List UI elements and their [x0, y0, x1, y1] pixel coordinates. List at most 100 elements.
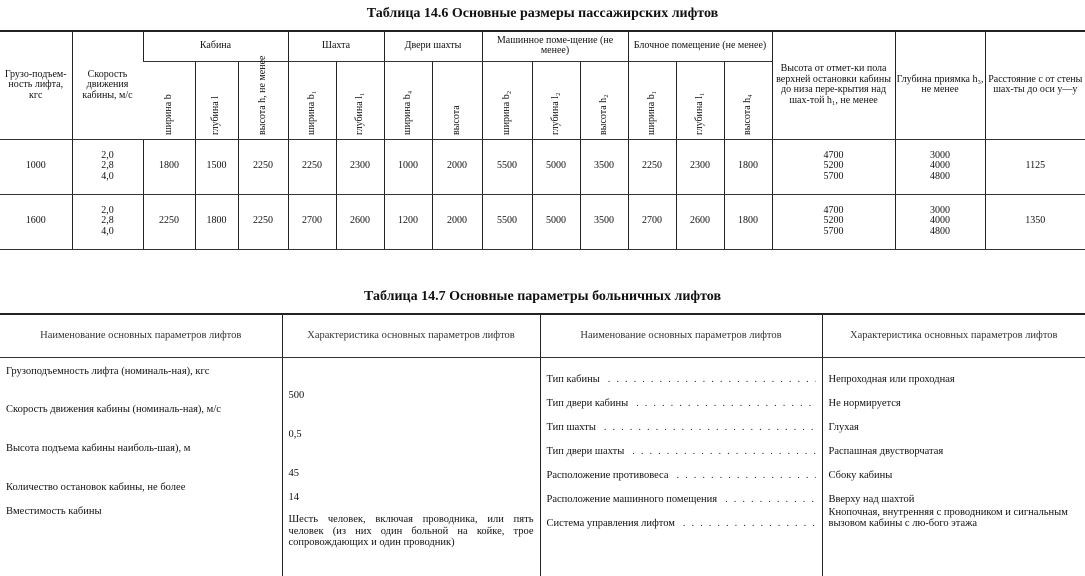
subheader: высота h₄ — [723, 61, 773, 140]
header-shaft: Шахта — [287, 30, 384, 62]
subheader: высота — [431, 61, 483, 140]
cell-value: 1800 — [194, 194, 238, 250]
param-value: Кнопочная, внутренняя с проводником и си… — [828, 506, 1068, 530]
param-name-text: Расположение машинного помещения — [546, 494, 718, 506]
param-name-text: Тип шахты — [546, 422, 596, 434]
header-param-name-right: Наименование основных параметров лифтов — [539, 313, 822, 358]
cell-value: 2250 — [142, 194, 195, 250]
table-14-7-title: Таблица 14.7 Основные параметры больничн… — [363, 289, 721, 304]
param-name-text: Система управления лифтом — [546, 518, 675, 530]
param-name: Система управления лифтом...............… — [547, 508, 816, 532]
param-name: Тип двери шахты.........................… — [547, 436, 816, 460]
param-name-text: Расположение противовеса — [546, 470, 669, 482]
param-name: Расположение противовеса................… — [547, 460, 816, 484]
cell-value: 2250 — [627, 139, 677, 195]
param-value: Не нормируется — [828, 398, 901, 410]
param-value: 500 — [288, 390, 305, 402]
subheader: ширина b₁ — [287, 61, 336, 140]
cell-value: 5500 — [481, 194, 533, 250]
param-value: Распашная двустворчатая — [828, 446, 944, 458]
cell-pit-depth: 3000 4000 4800 — [894, 139, 986, 195]
subheader-label: ширина b₂ — [500, 90, 512, 135]
cell-value: 2700 — [287, 194, 336, 250]
cell-capacity: 1000 — [0, 139, 72, 195]
leader-dots: ........................................ — [682, 518, 816, 530]
cell-value: 2250 — [287, 139, 336, 195]
subheader: ширина b₂ — [481, 61, 533, 140]
cell-value: 1800 — [142, 139, 195, 195]
cell-value: 2600 — [335, 194, 384, 250]
passenger-lifts-table: Грузо-подъем-ность лифта, кгс Скорость д… — [0, 30, 1085, 250]
header-param-value-right: Характеристика основных параметров лифто… — [821, 313, 1085, 358]
subheader-label: ширина b₁ — [305, 90, 317, 135]
header-pulley-room: Блочное помещение (не менее) — [627, 30, 773, 62]
param-value: 14 — [288, 492, 300, 504]
subheader: глубина l₁ — [335, 61, 384, 140]
subheader-label: глубина l₂ — [549, 92, 561, 135]
subheader: глубина l — [194, 61, 238, 140]
param-name-text: Тип двери кабины — [546, 398, 629, 410]
subheader-label: глубина l₁ — [693, 92, 705, 135]
param-name: Скорость движения кабины (номиналь-ная),… — [6, 404, 221, 415]
param-name-text: Тип кабины — [546, 374, 600, 386]
param-name-text: Тип двери шахты — [546, 446, 625, 458]
param-name: Тип двери кабины........................… — [547, 388, 816, 412]
header-speed: Скорость движения кабины, м/с — [71, 30, 143, 140]
hospital-lifts-table: Наименование основных параметров лифтов … — [0, 313, 1085, 576]
subheader-label: ширина b — [162, 94, 174, 135]
subheader-label: высота h₂ — [597, 94, 609, 135]
param-value: 45 — [288, 468, 300, 480]
cell-value: 1500 — [194, 139, 238, 195]
cell-value: 2000 — [431, 139, 483, 195]
subheader-label: ширина b₁ — [645, 90, 657, 135]
param-name: Грузоподъемность лифта (номиналь-ная), к… — [6, 366, 210, 377]
header-cabin: Кабина — [142, 30, 288, 62]
subheader: глубина l₂ — [531, 61, 581, 140]
subheader-label: глубина l₁ — [353, 92, 365, 135]
cell-distance: 1125 — [984, 139, 1085, 195]
subheader-label: высота h, не менее — [256, 55, 268, 135]
header-pit-depth: Глубина приямка h₃, не менее — [894, 30, 986, 140]
cell-top-height: 4700 5200 5700 — [771, 194, 896, 250]
cell-value: 5000 — [531, 194, 581, 250]
param-value: 0,5 — [288, 429, 302, 441]
cell-distance: 1350 — [984, 194, 1085, 250]
leader-dots: ........................................ — [632, 446, 815, 458]
param-value: Вверху над шахтой — [828, 494, 915, 506]
subheader: высота h₂ — [579, 61, 629, 140]
header-param-value-left: Характеристика основных параметров лифто… — [281, 313, 540, 358]
cell-top-height: 4700 5200 5700 — [771, 139, 896, 195]
table-row: 1000 2,0 2,8 4,0 1800 1500 2250 2250 2300 1000 2… — [0, 139, 1085, 195]
subheader-label: ширина b₄ — [401, 90, 413, 135]
cell-value: 2300 — [335, 139, 384, 195]
header-top-height: Высота от отмет-ки пола верхней остановк… — [771, 30, 896, 140]
cell-value: 2700 — [627, 194, 677, 250]
leader-dots: ........................................ — [636, 398, 815, 410]
subheader-label: высота h₄ — [741, 94, 753, 135]
cell-value: 2300 — [675, 139, 725, 195]
leader-dots: ........................................ — [603, 422, 816, 434]
cell-value: 1200 — [383, 194, 432, 250]
param-name: Количество остановок кабины, не более — [6, 482, 186, 493]
cell-pit-depth: 3000 4000 4800 — [894, 194, 986, 250]
subheader: ширина b₄ — [383, 61, 432, 140]
cell-value: 3500 — [579, 139, 629, 195]
cell-value: 2000 — [431, 194, 483, 250]
cell-value: 5000 — [531, 139, 581, 195]
table-14-6-title: Таблица 14.6 Основные размеры пассажирск… — [366, 6, 719, 21]
cell-capacity: 1600 — [0, 194, 72, 250]
cell-value: 2250 — [237, 139, 288, 195]
subheader-label: высота — [450, 105, 462, 135]
leader-dots: ........................................ — [676, 470, 816, 482]
cell-value: 2250 — [237, 194, 288, 250]
cell-value: 1800 — [723, 194, 773, 250]
subheader: глубина l₁ — [675, 61, 725, 140]
subheader: ширина b₁ — [627, 61, 677, 140]
header-machine-room: Машинное поме-щение (не менее) — [481, 30, 629, 62]
subheader: ширина b — [143, 61, 195, 140]
cell-value: 1000 — [383, 139, 432, 195]
subheader: высота h, не менее — [237, 55, 288, 140]
cell-value: 5500 — [481, 139, 533, 195]
param-name: Расположение машинного помещения........… — [547, 484, 816, 508]
header-capacity: Грузо-подъем-ность лифта, кгс — [0, 30, 72, 140]
